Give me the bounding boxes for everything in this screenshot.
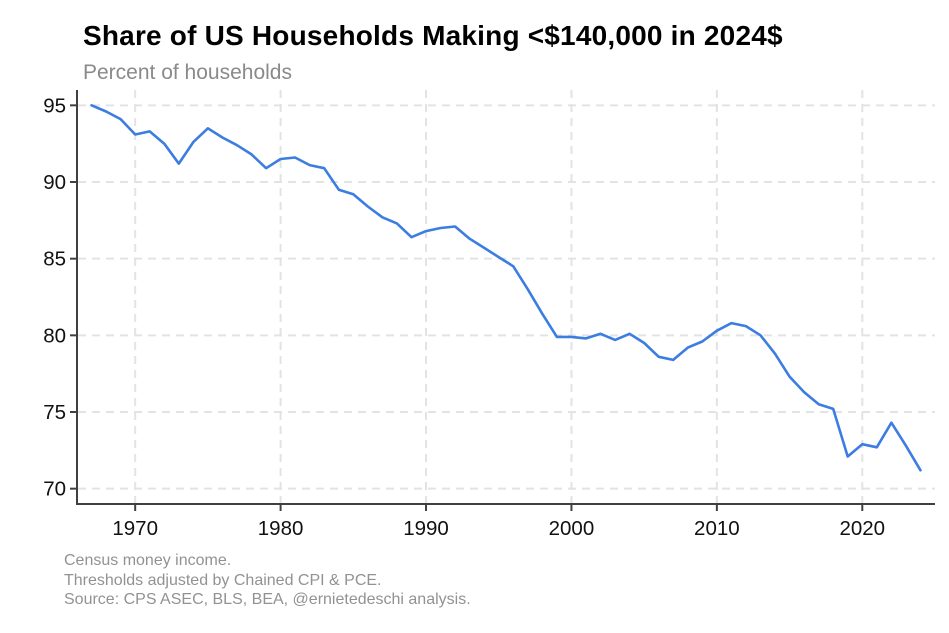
x-tick-label: 1970 xyxy=(112,517,158,540)
x-tick-label: 1980 xyxy=(258,517,304,540)
x-tick-label: 2010 xyxy=(694,517,740,540)
chart-notes: Census money income. Thresholds adjusted… xyxy=(64,551,471,610)
data-series-line xyxy=(90,104,922,472)
note-line-1: Census money income. xyxy=(64,552,232,569)
x-tick-label: 1990 xyxy=(403,517,449,540)
y-tick-label: 90 xyxy=(43,171,66,194)
x-tick-label: 2000 xyxy=(549,517,595,540)
chart-title: Share of US Households Making <$140,000 … xyxy=(83,20,783,51)
y-tick-label: 85 xyxy=(43,248,66,271)
note-line-2: Thresholds adjusted by Chained CPI & PCE… xyxy=(64,571,382,589)
y-tick-label: 95 xyxy=(43,94,66,117)
note-line-3: Source: CPS ASEC, BLS, BEA, @ernietedesc… xyxy=(64,591,471,608)
y-tick-label: 80 xyxy=(43,324,66,347)
y-tick-label: 70 xyxy=(43,478,66,501)
chart-subtitle: Percent of households xyxy=(83,61,292,84)
y-tick-label: 75 xyxy=(43,401,66,424)
x-tick-label: 2020 xyxy=(839,517,885,540)
